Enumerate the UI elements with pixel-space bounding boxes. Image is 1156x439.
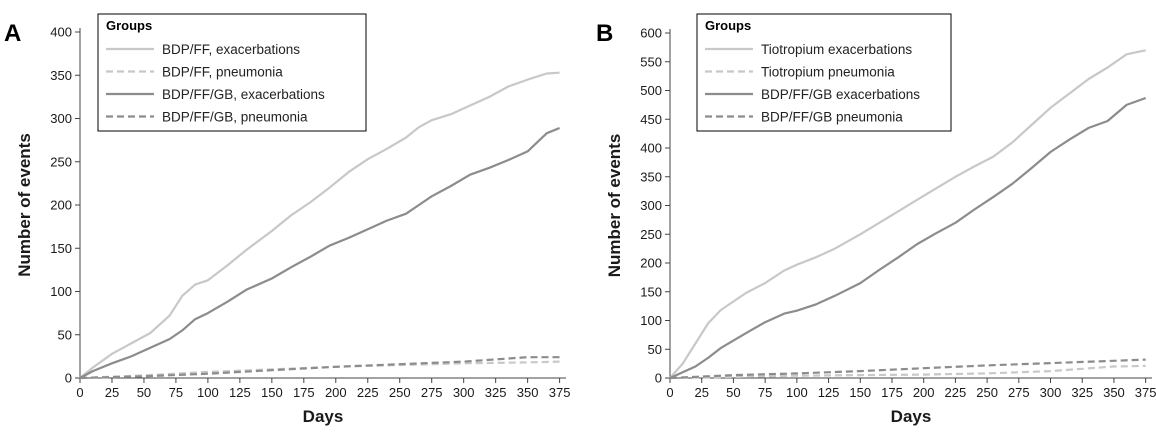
series-line-bdp-ff-gb-pneumonia [79,356,560,380]
x-tick-label: 225 [357,385,379,400]
x-tick-label: 200 [913,385,935,400]
x-tick-label: 350 [517,385,539,400]
x-tick-label: 0 [666,385,673,400]
x-tick-label: 200 [325,385,347,400]
x-tick-label: 250 [389,385,411,400]
x-tick-label: 100 [197,385,219,400]
legend-entry-label: BDP/FF/GB, pneumonia [162,110,308,125]
legend: Groups Tiotropium exacerbations Tiotropium… [696,13,952,132]
y-tick-label: 250 [50,154,72,169]
y-tick-label: 0 [65,371,72,386]
x-tick-label: 0 [76,385,83,400]
legend-entry-label: BDP/FF, exacerbations [162,42,300,57]
y-axis-title: Number of events [605,134,624,278]
x-tick-label: 100 [786,385,808,400]
panel-label: A [4,20,21,47]
y-tick-label: 500 [640,83,662,98]
legend-entry-label: BDP/FF/GB exacerbations [761,87,920,102]
x-tick-label: 325 [485,385,507,400]
x-tick-label: 275 [1008,385,1030,400]
x-tick-label: 125 [229,385,251,400]
y-tick-label: 0 [655,371,662,386]
x-tick-label: 50 [137,385,151,400]
legend-title: Groups [705,18,751,33]
y-tick-label: 350 [50,68,72,83]
x-tick-label: 175 [881,385,903,400]
x-tick-label: 325 [1071,385,1093,400]
x-tick-label: 125 [818,385,840,400]
legend-entry-label: BDP/FF, pneumonia [162,65,283,80]
y-tick-label: 50 [648,342,662,357]
legend-entry-label: BDP/FF/GB, exacerbations [162,87,325,102]
x-tick-label: 75 [758,385,772,400]
series-line-bdp-ff-gb-pneumonia [669,358,1146,380]
legend-entry-label: BDP/FF/GB pneumonia [761,110,903,125]
y-tick-label: 250 [640,227,662,242]
x-axis-title: Days [303,407,344,426]
legend-title: Groups [106,18,152,33]
x-tick-label: 225 [945,385,967,400]
y-tick-label: 200 [640,256,662,271]
x-axis-title: Days [891,407,932,426]
x-tick-label: 175 [293,385,315,400]
y-tick-label: 400 [50,25,72,40]
y-tick-label: 150 [50,241,72,256]
x-tick-label: 300 [1040,385,1062,400]
y-tick-label: 450 [640,112,662,127]
x-tick-label: 375 [549,385,571,400]
y-tick-label: 100 [50,284,72,299]
y-tick-label: 150 [640,284,662,299]
y-tick-label: 400 [640,141,662,156]
chart-panel-a: A 0 50 100 150 200 250 300 350 400 0 25 50 75 100 125 15… [4,13,571,426]
x-tick-label: 250 [976,385,998,400]
x-tick-label: 350 [1103,385,1125,400]
y-tick-label: 300 [50,111,72,126]
x-tick-label: 275 [421,385,443,400]
y-tick-label: 300 [640,198,662,213]
series-line-bdp-ff-gb-exacerbations [79,126,561,379]
x-tick-label: 25 [105,385,119,400]
y-axis-title: Number of events [15,133,34,277]
legend-entry-label: Tiotropium exacerbations [761,42,912,57]
chart-panel-b: B 0 50 100 150 200 250 300 350 400 450 500 550 600 0 25… [580,0,1156,439]
x-tick-label: 25 [694,385,708,400]
series-line-tiotropium-pneumonia [669,364,1146,380]
legend-entry-label: Tiotropium pneumonia [761,65,895,80]
x-tick-label: 150 [849,385,871,400]
series-line-bdp-ff-exacerbations [79,71,560,379]
chart-b-svg: B 0 50 100 150 200 250 300 350 400 450 500 550 600 0 25… [596,13,1156,426]
series-line-bdp-ff-gb-exacerbations [669,96,1147,380]
y-tick-label: 50 [58,327,72,342]
y-tick-label: 600 [640,26,662,41]
x-tick-label: 300 [453,385,475,400]
x-tick-label: 75 [169,385,183,400]
x-tick-label: 150 [261,385,283,400]
y-tick-label: 100 [640,313,662,328]
y-tick-label: 200 [50,198,72,213]
series-line-tiotropium-exacerbations [669,49,1146,379]
chart-a-svg: A 0 50 100 150 200 250 300 350 400 0 25 50 75 100 125 15… [4,13,571,426]
x-tick-label: 50 [726,385,740,400]
x-tick-label: 375 [1135,385,1156,400]
legend: Groups BDP/FF, exacerbations BDP/FF, pneum… [97,13,367,132]
y-tick-label: 550 [640,54,662,69]
panel-label: B [596,20,613,47]
y-tick-label: 350 [640,169,662,184]
